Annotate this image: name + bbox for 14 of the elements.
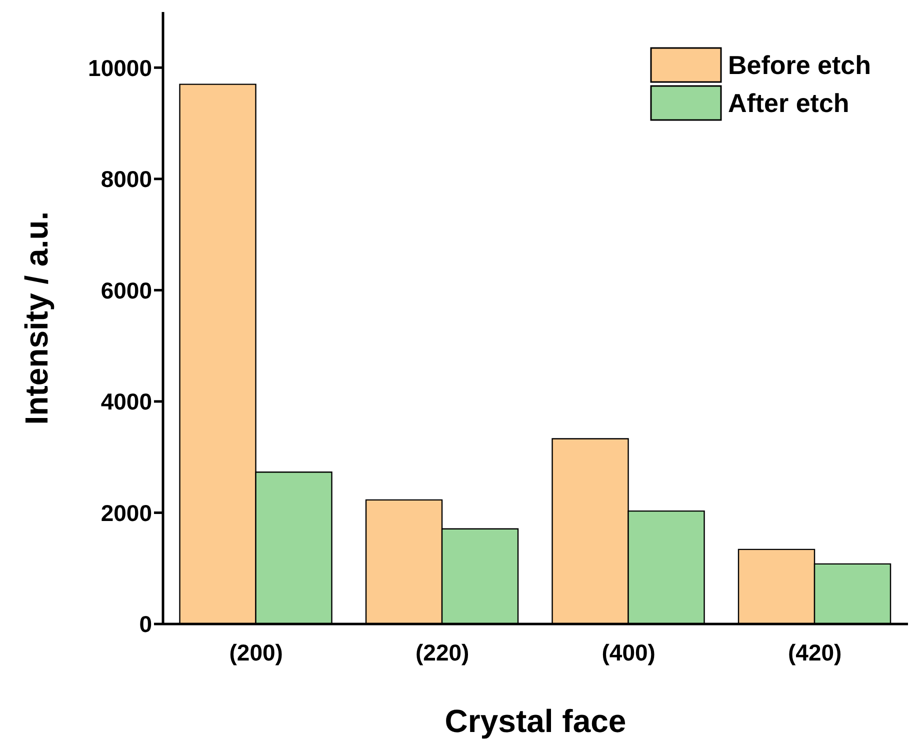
x-tick-label: (200) xyxy=(229,639,283,666)
x-tick-label: (400) xyxy=(602,639,656,666)
legend-label: After etch xyxy=(728,88,850,118)
y-tick-label: 8000 xyxy=(100,166,152,192)
y-tick-label: 2000 xyxy=(100,500,152,526)
y-axis-title: Intensity / a.u. xyxy=(18,211,54,425)
x-tick-label: (220) xyxy=(416,639,470,666)
x-tick-label: (420) xyxy=(788,639,842,666)
y-tick-label: 6000 xyxy=(100,277,152,304)
y-tick-label: 0 xyxy=(139,611,152,638)
legend-label: Before etch xyxy=(728,50,871,80)
x-axis-title: Crystal face xyxy=(444,703,626,739)
y-tick-label: 4000 xyxy=(100,388,152,415)
y-tick-label: 10000 xyxy=(88,54,152,81)
